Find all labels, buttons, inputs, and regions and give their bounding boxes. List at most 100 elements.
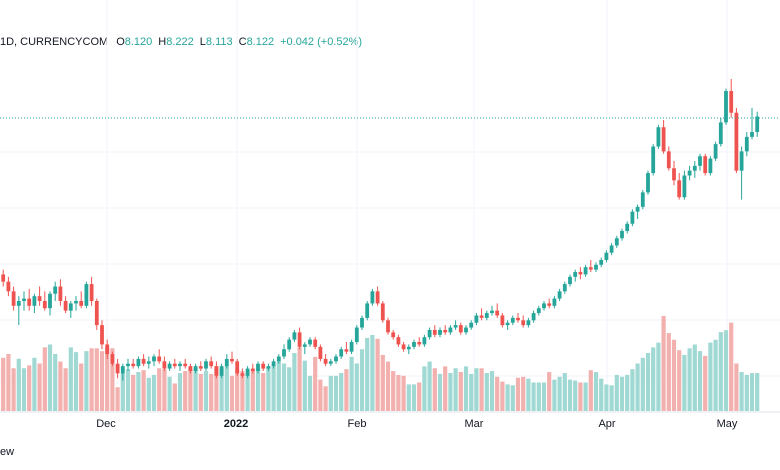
candle-body: [495, 310, 500, 316]
candle-body: [53, 286, 58, 294]
candle-body: [708, 158, 713, 174]
candle-body: [224, 358, 229, 367]
candle-body: [573, 272, 578, 277]
candle-body: [594, 264, 598, 270]
close-value: 8.122: [246, 36, 275, 48]
candle-body: [698, 156, 702, 166]
candle-body: [250, 368, 255, 371]
volume-bar: [427, 361, 432, 411]
candle-body: [11, 291, 16, 306]
volume-bar: [609, 385, 614, 411]
candle-body: [110, 354, 115, 364]
candle-body: [562, 284, 567, 292]
volume-bar: [588, 370, 593, 411]
volume-bar: [214, 366, 219, 411]
volume-bar: [302, 360, 307, 411]
candle-body: [370, 291, 375, 304]
candle-body: [453, 325, 458, 328]
candle-body: [510, 317, 515, 323]
candle-body: [297, 332, 302, 347]
volume-bar: [432, 368, 437, 411]
volume-bar: [671, 339, 677, 411]
volume-bar: [656, 342, 661, 411]
volume-bar: [27, 365, 32, 411]
volume-bar: [313, 356, 318, 411]
candle-body: [230, 358, 234, 362]
volume-bar: [422, 366, 427, 411]
volume-bar: [47, 344, 53, 411]
volume-bar: [692, 344, 697, 411]
candle-body: [266, 366, 271, 369]
volume-bar: [209, 373, 214, 411]
candle-body: [401, 344, 406, 350]
volume-bar: [21, 368, 27, 411]
volume-bar: [297, 347, 302, 411]
candle-body: [219, 366, 224, 376]
volume-bar: [677, 350, 682, 411]
candle-body: [48, 293, 52, 309]
volume-bar: [162, 369, 167, 411]
volume-bar: [105, 347, 110, 411]
close-label: C: [238, 36, 247, 48]
candle-body: [105, 344, 110, 355]
volume-bar: [141, 370, 146, 411]
candle-body: [672, 168, 676, 181]
candle-body: [240, 373, 245, 376]
volume-bar: [365, 337, 370, 411]
candle-body: [505, 322, 510, 326]
candle-body: [6, 281, 11, 292]
candle-body: [490, 310, 494, 314]
change-value: +0.042 (+0.52%): [280, 36, 363, 48]
volume-bar: [578, 382, 583, 411]
volume-bar: [157, 368, 162, 411]
candle-body: [677, 180, 682, 198]
volume-bar: [687, 348, 692, 411]
candle-body: [464, 327, 468, 333]
x-axis-ticks: Dec 2022 Feb Mar Apr May: [96, 418, 738, 430]
candle-body: [94, 300, 99, 326]
volume-bar: [645, 353, 651, 411]
candle-body: [178, 363, 182, 367]
candle-body: [713, 144, 718, 159]
candle-body: [308, 339, 312, 345]
volume-bar: [739, 372, 744, 411]
volume-bar: [79, 363, 84, 411]
volume-bar: [469, 373, 474, 411]
volume-bar: [661, 316, 666, 411]
volume-bar: [547, 372, 552, 411]
volume-bar: [245, 373, 250, 411]
candle-body: [625, 223, 630, 231]
volume-bar: [734, 363, 739, 411]
volume-bar: [380, 354, 385, 411]
candle-body: [734, 112, 739, 171]
candle-body: [542, 303, 546, 309]
candle-body: [89, 284, 94, 301]
volume-bar: [552, 379, 557, 411]
candle-body: [412, 342, 416, 347]
volume-bar: [261, 373, 266, 411]
candle-body: [287, 339, 292, 350]
candle-body: [744, 136, 749, 152]
volume-bar: [42, 347, 47, 411]
volume-bar: [541, 382, 547, 411]
candle-body: [609, 245, 614, 253]
volume-bar: [718, 332, 723, 411]
candle-body: [516, 317, 520, 321]
candle-body: [666, 151, 671, 169]
candle-body: [245, 368, 250, 376]
volume-bar: [6, 354, 11, 411]
candle-body: [380, 303, 385, 321]
volume-bar: [323, 386, 328, 411]
volume-bar: [630, 369, 635, 411]
volume-bar: [583, 382, 588, 411]
symbol-label: 1D, CURRENCYCOM: [0, 36, 109, 48]
candle-body: [484, 313, 489, 318]
volume-bar: [495, 376, 500, 411]
volume-bar: [458, 372, 463, 411]
low-label: L: [199, 36, 206, 48]
candle-body: [323, 358, 328, 364]
volume-bar: [131, 374, 136, 411]
footer-label: ew: [0, 446, 15, 458]
volume-bar: [177, 373, 183, 411]
